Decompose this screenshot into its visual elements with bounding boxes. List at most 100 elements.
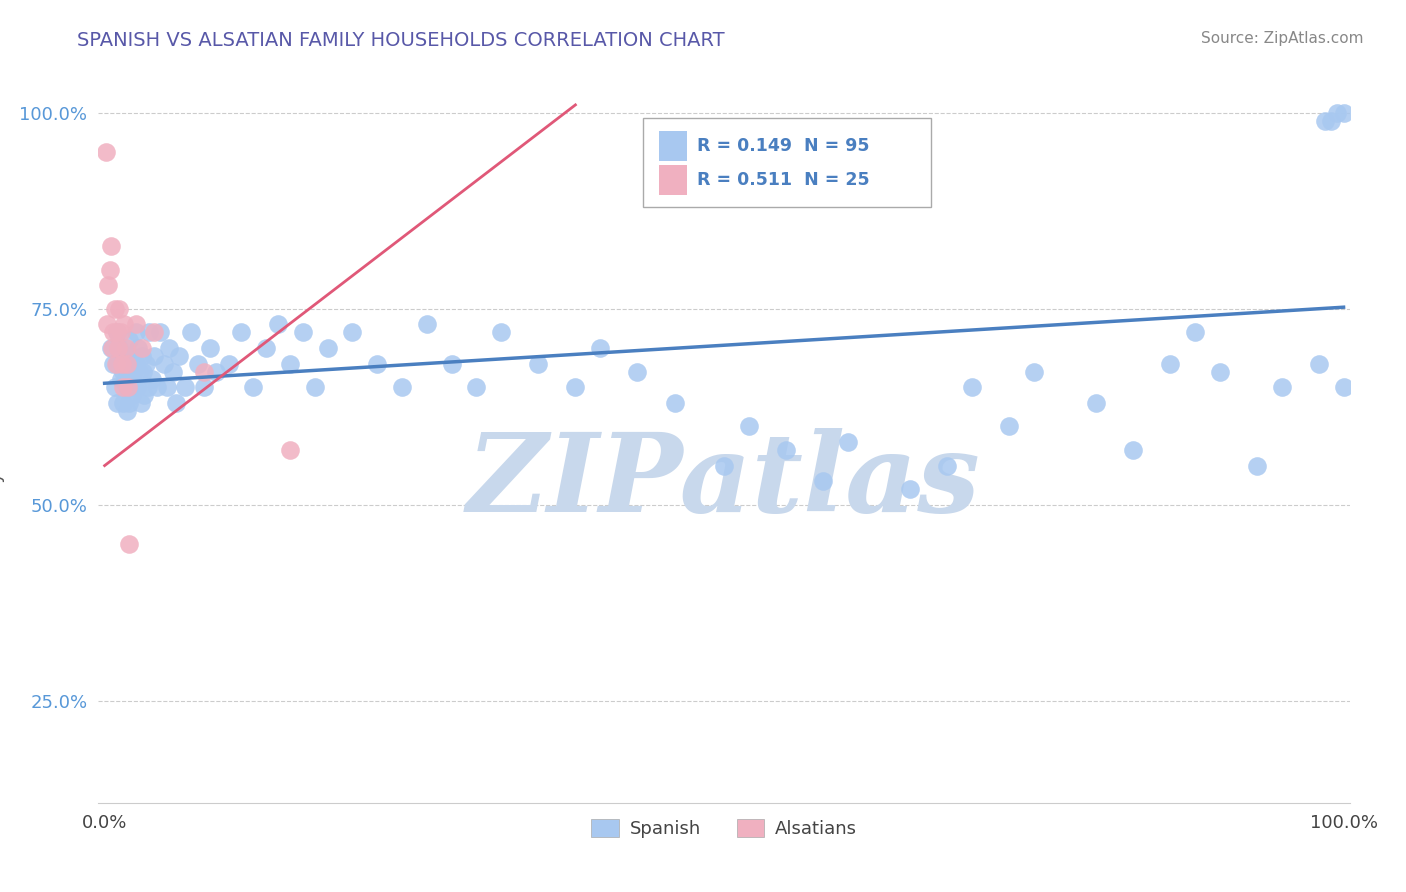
Point [342,326,364,340]
Point [811,475,834,489]
Point [129,396,152,410]
Point [98,262,121,277]
Point [664,396,686,410]
Point [527,357,550,371]
Point [1122,442,1144,457]
FancyBboxPatch shape [643,118,931,207]
Point [391,380,413,394]
Point [775,442,797,457]
Point [218,357,240,371]
Point [180,326,202,340]
Point [837,435,859,450]
Point [105,326,128,340]
Point [103,301,125,316]
Point [103,357,125,371]
Point [131,341,153,355]
Point [1084,396,1107,410]
Point [108,301,131,316]
Point [115,357,138,371]
Text: R = 0.511  N = 25: R = 0.511 N = 25 [696,171,869,189]
Point [124,318,146,332]
Point [103,380,125,394]
Point [1326,105,1348,120]
Point [101,341,124,355]
Point [229,326,252,340]
Point [193,364,215,378]
Point [103,326,125,340]
Point [100,341,122,355]
Point [145,380,167,394]
Point [143,349,166,363]
Point [118,333,141,347]
Point [124,380,146,394]
Point [96,318,118,332]
Point [94,145,117,159]
Point [186,357,208,371]
Point [134,357,156,371]
Point [1159,357,1181,371]
Point [110,326,132,340]
Point [112,364,135,378]
Point [136,380,159,394]
Point [304,380,326,394]
Point [153,357,176,371]
Point [1022,364,1045,378]
Point [998,419,1021,434]
Point [713,458,735,473]
Point [960,380,983,394]
Point [122,364,145,378]
Point [125,380,148,394]
Point [564,380,586,394]
Point [110,372,132,386]
Point [134,388,156,402]
Point [105,396,128,410]
Point [138,326,160,340]
Point [267,318,290,332]
Point [167,349,190,363]
Point [120,349,142,363]
Point [128,364,150,378]
Legend: Spanish, Alsatians: Spanish, Alsatians [582,810,866,847]
Point [280,442,302,457]
Point [112,396,135,410]
FancyBboxPatch shape [659,130,686,161]
Point [124,326,146,340]
Point [589,341,612,355]
Point [114,357,136,371]
Point [97,278,120,293]
Point [366,357,388,371]
Point [132,364,155,378]
Point [1320,113,1343,128]
Point [112,380,135,394]
Point [316,341,339,355]
Point [291,326,314,340]
Point [100,239,122,253]
Point [118,396,141,410]
Point [114,372,136,386]
Point [105,357,128,371]
Point [174,380,197,394]
Point [108,341,131,355]
Point [898,482,921,496]
Point [193,380,215,394]
Point [162,364,184,378]
Point [121,388,143,402]
Point [198,341,221,355]
Point [205,364,228,378]
Point [149,326,172,340]
Point [111,357,134,371]
Point [107,341,129,355]
Point [1271,380,1294,394]
Point [118,537,141,551]
Point [1333,380,1355,394]
Text: Source: ZipAtlas.com: Source: ZipAtlas.com [1201,31,1364,46]
Point [936,458,959,473]
Point [115,403,138,417]
Point [115,380,138,394]
Point [166,396,188,410]
Point [121,372,143,386]
Point [105,326,128,340]
Point [465,380,488,394]
Point [114,341,136,355]
Point [127,341,149,355]
